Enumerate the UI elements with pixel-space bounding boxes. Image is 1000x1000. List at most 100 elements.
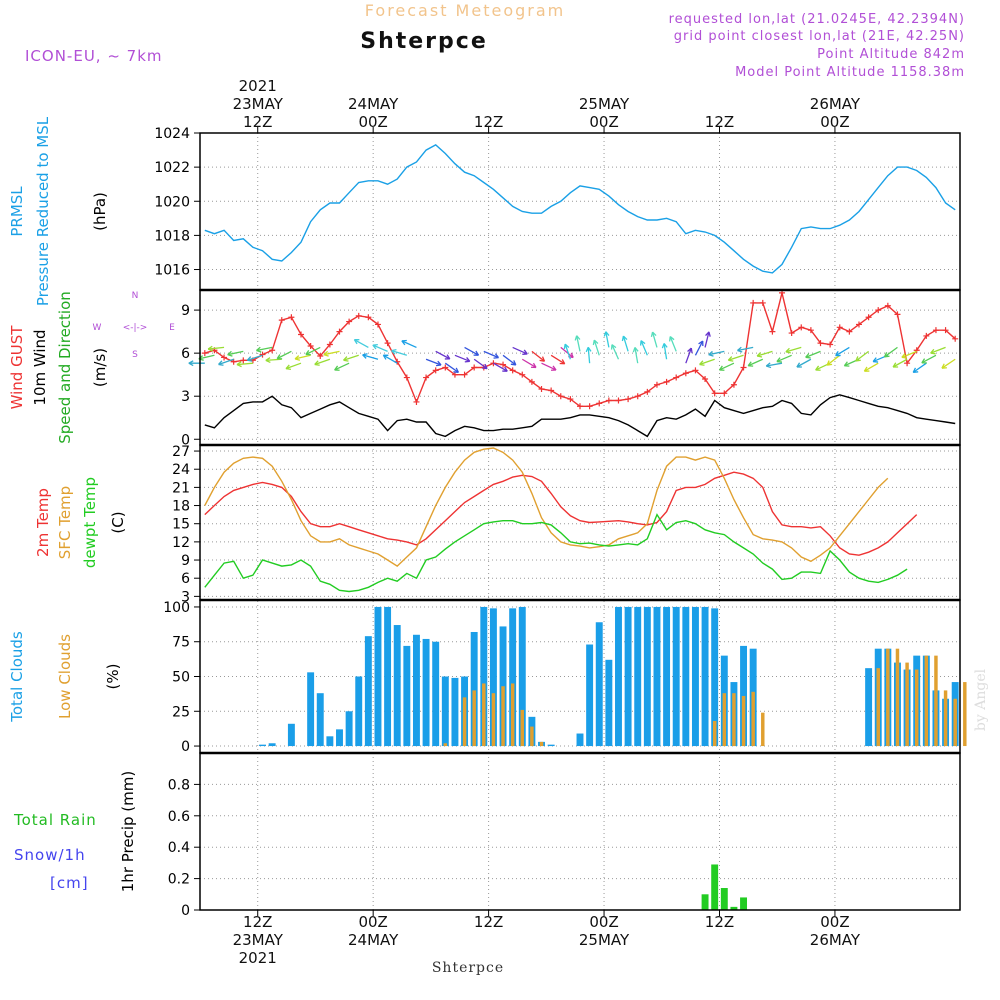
gust-marker bbox=[740, 364, 747, 371]
wind-arrow bbox=[564, 343, 571, 360]
y-tick-label: 0.2 bbox=[168, 872, 190, 888]
wind-arrow-head bbox=[592, 339, 599, 346]
cloud-bar bbox=[518, 606, 526, 747]
gust-marker bbox=[278, 317, 285, 324]
precip-bar bbox=[720, 888, 728, 910]
gust-marker bbox=[365, 314, 372, 321]
top-time-label: 23MAY bbox=[233, 95, 284, 113]
wind-arrow-head bbox=[473, 350, 480, 356]
wind-arrow bbox=[737, 346, 754, 352]
wind-arrow-head bbox=[435, 360, 442, 367]
wind-arrow bbox=[236, 362, 253, 366]
cloud-bar bbox=[732, 693, 736, 747]
cloud-bar bbox=[963, 682, 967, 747]
y-axis-label: Pressure Reduced to MSL bbox=[34, 116, 52, 306]
cloud-bar bbox=[722, 693, 727, 747]
wind-arrow-head bbox=[815, 365, 821, 371]
gust-marker bbox=[374, 321, 381, 328]
wind-arrow bbox=[884, 346, 898, 358]
cloud-bar bbox=[422, 638, 430, 747]
wind-arrow-head bbox=[835, 351, 841, 357]
cloud-bar bbox=[711, 608, 719, 747]
gust-marker bbox=[730, 381, 737, 388]
wind-arrow bbox=[747, 358, 764, 367]
wind-arrow-head bbox=[727, 356, 734, 362]
wind-arrow-head bbox=[805, 353, 811, 359]
cloud-bar bbox=[412, 634, 420, 747]
gust-marker bbox=[759, 299, 766, 306]
gust-marker bbox=[913, 347, 920, 354]
wind-arrow bbox=[454, 354, 471, 362]
wind-arrow-head bbox=[353, 339, 360, 345]
gust-marker bbox=[509, 367, 516, 374]
gust-marker bbox=[586, 403, 593, 410]
gust-marker bbox=[346, 318, 353, 325]
top-time-label: 00Z bbox=[358, 113, 387, 131]
gust-marker bbox=[221, 354, 228, 361]
wind-arrow-head bbox=[699, 360, 705, 366]
cloud-bar bbox=[605, 659, 613, 747]
wind-arrow-head bbox=[912, 367, 919, 374]
top-time-label: 12Z bbox=[243, 113, 272, 131]
y-tick-label: 1018 bbox=[154, 228, 190, 244]
cloud-bar bbox=[634, 606, 642, 747]
wind-arrow-head bbox=[574, 335, 581, 341]
precip-bar bbox=[711, 864, 719, 910]
cloud-bar bbox=[905, 662, 909, 747]
gust-marker bbox=[567, 396, 574, 403]
wind-arrow bbox=[699, 358, 715, 366]
bottom-time-label: 26MAY bbox=[810, 931, 861, 949]
gust-marker bbox=[259, 351, 266, 358]
gust-marker bbox=[884, 302, 891, 309]
gust-marker bbox=[432, 367, 439, 374]
wind-arrow-head bbox=[530, 362, 537, 369]
gust-marker bbox=[855, 321, 862, 328]
wind-arrow bbox=[276, 350, 292, 360]
wind-arrow-head bbox=[705, 331, 711, 337]
cloud-bar bbox=[451, 677, 459, 747]
wind-arrow bbox=[835, 346, 850, 357]
cloud-bar bbox=[336, 729, 343, 747]
y-tick-label: 0 bbox=[181, 903, 190, 919]
wind-arrow-head bbox=[668, 336, 675, 342]
wind-arrow bbox=[634, 347, 639, 364]
wind-arrow bbox=[941, 358, 956, 369]
wind-arrow-head bbox=[453, 367, 460, 374]
wind-arrow-head bbox=[265, 357, 271, 364]
gust-marker bbox=[538, 386, 545, 393]
y-axis-label: (hPa) bbox=[91, 192, 109, 231]
compass-south: S bbox=[132, 350, 138, 360]
gust-marker bbox=[817, 340, 824, 347]
bottom-time-label: 00Z bbox=[820, 913, 849, 931]
wind-arrow-head bbox=[708, 350, 714, 357]
cloud-bar bbox=[953, 698, 957, 747]
top-time-label: 25MAY bbox=[579, 95, 630, 113]
cloud-bar bbox=[914, 669, 919, 747]
wind-arrow bbox=[512, 346, 528, 355]
y-tick-label: 50 bbox=[172, 670, 190, 686]
cloud-bar bbox=[615, 606, 622, 747]
wind-arrow-head bbox=[843, 361, 850, 367]
wind-arrow bbox=[473, 358, 488, 370]
wind-arrow-head bbox=[661, 343, 668, 349]
gust-marker bbox=[288, 314, 295, 321]
wind-arrow bbox=[663, 343, 668, 360]
wind-arrow bbox=[776, 354, 792, 363]
cloud-bar bbox=[934, 655, 938, 747]
data-layer bbox=[188, 144, 967, 910]
y-axis-label: 1hr Precip (mm) bbox=[119, 771, 137, 892]
y-tick-label: 3 bbox=[181, 589, 190, 605]
y-tick-label: 24 bbox=[172, 462, 190, 478]
cloud-bar bbox=[510, 683, 515, 747]
wind-arrow-head bbox=[362, 353, 368, 359]
cloud-bar bbox=[751, 691, 755, 747]
gust-marker bbox=[788, 330, 795, 337]
grid-point: grid point closest lon,lat (21E, 42.25N) bbox=[674, 29, 965, 44]
cloud-bar bbox=[462, 697, 467, 747]
wind-arrow-head bbox=[539, 356, 546, 362]
gust-marker bbox=[711, 390, 718, 397]
y-axis-label: (C) bbox=[109, 511, 127, 533]
cloud-bar bbox=[924, 655, 929, 747]
bottom-time-label: 00Z bbox=[589, 913, 618, 931]
